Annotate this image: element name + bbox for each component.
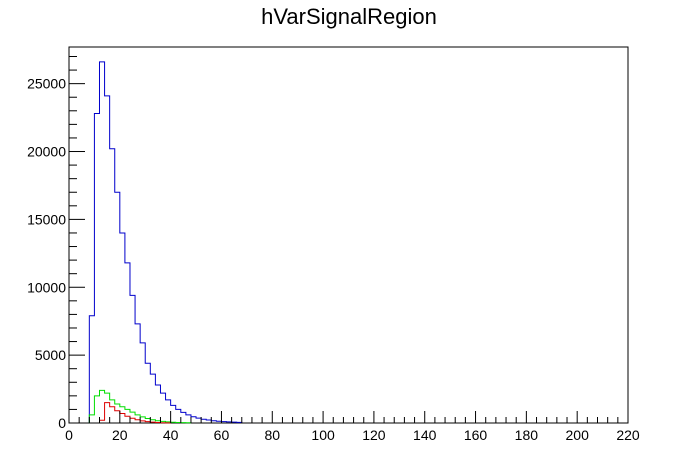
x-tick-label: 60	[214, 427, 230, 443]
x-tick-label: 120	[362, 427, 386, 443]
x-tick-label: 80	[264, 427, 280, 443]
ticks-layer: 0 20 40 60 80 100 120 140 160 180 200 220 0 5000 10000…	[27, 56, 640, 443]
y-tick-label: 25000	[27, 76, 66, 92]
x-tick-label: 0	[65, 427, 73, 443]
series-layer	[88, 61, 243, 424]
chart-title: hVarSignalRegion	[261, 4, 437, 29]
x-tick-label: 160	[464, 427, 488, 443]
x-tick-label: 220	[616, 427, 640, 443]
plot-frame	[68, 46, 629, 424]
y-tick-label: 0	[58, 415, 66, 431]
histogram-series-0	[88, 61, 243, 423]
y-tick-label: 10000	[27, 279, 66, 295]
y-tick-label: 15000	[27, 211, 66, 227]
plot-area	[68, 46, 629, 424]
x-tick-label: 100	[311, 427, 335, 443]
x-tick-label: 40	[163, 427, 179, 443]
y-tick-label: 5000	[35, 347, 66, 363]
x-tick-label: 180	[515, 427, 539, 443]
x-tick-label: 140	[413, 427, 437, 443]
y-tick-label: 20000	[27, 144, 66, 160]
x-tick-label: 200	[566, 427, 590, 443]
histogram-series-1	[88, 389, 192, 424]
x-tick-label: 20	[112, 427, 128, 443]
